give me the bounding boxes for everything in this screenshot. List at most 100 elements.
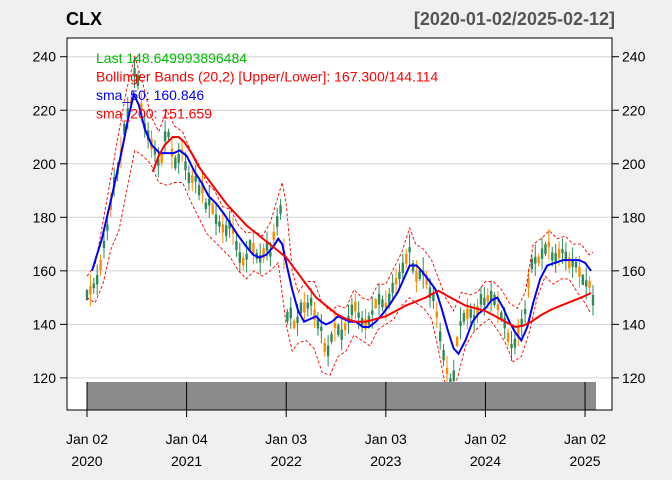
candle-body — [459, 321, 462, 326]
candle-body — [462, 313, 466, 322]
candle-body — [225, 225, 228, 236]
y-tick-label-right: 160 — [622, 263, 646, 279]
candle-body — [252, 243, 255, 254]
candle-body — [357, 312, 360, 318]
candle-body — [574, 261, 578, 268]
y-tick-label-left: 180 — [33, 209, 57, 225]
x-tick-label: Jan 04 — [166, 431, 208, 447]
candle-body — [187, 172, 191, 184]
candle-body — [476, 305, 479, 316]
candle-body — [561, 249, 564, 254]
candle-body — [513, 338, 517, 348]
candle-body — [377, 293, 381, 305]
bollinger-lower-line — [86, 149, 592, 398]
time-scrollbar[interactable] — [87, 382, 596, 410]
candle-body — [537, 256, 540, 264]
y-tick-label-right: 220 — [622, 102, 646, 118]
candle-body — [157, 159, 160, 166]
bollinger-upper-line — [86, 54, 594, 312]
candle-body — [177, 153, 180, 163]
candle-body — [517, 327, 520, 338]
x-tick-year: 2020 — [71, 453, 102, 469]
x-tick-label: Jan 03 — [365, 431, 407, 447]
candle-body — [272, 231, 275, 241]
candle-body — [469, 309, 472, 318]
candle-body — [136, 75, 140, 86]
candle-body — [381, 299, 384, 308]
candle-body — [374, 298, 377, 309]
candle-body — [242, 257, 245, 266]
candle-body — [364, 318, 367, 330]
candle-body — [123, 123, 126, 135]
candle-body — [585, 280, 588, 287]
candle-body — [340, 329, 343, 340]
sma-lines — [91, 91, 592, 356]
candle-body — [275, 216, 279, 227]
candle-body — [92, 283, 95, 289]
candle-body — [163, 131, 167, 142]
candle-body — [418, 270, 422, 279]
x-axis: Jan 02 2020 Jan 04 2021 Jan 03 2022 Jan 03 2023… — [66, 382, 606, 469]
candle-body — [591, 295, 595, 306]
candle-body — [106, 224, 109, 231]
y-tick-label-right: 240 — [622, 49, 646, 65]
candle-body — [191, 175, 194, 184]
date-range: [2020-01-02/2025-02-12] — [414, 9, 615, 29]
candle-body — [435, 311, 438, 318]
candle-body — [99, 259, 102, 271]
candle-body — [534, 256, 537, 264]
candle-body — [248, 240, 252, 251]
candle-body — [286, 311, 289, 322]
candle-body — [354, 301, 357, 312]
y-tick-label-left: 120 — [33, 370, 57, 386]
legend-entry: Bollinger Bands (20,2) [Upper/Lower]: 16… — [96, 69, 438, 85]
candle-body — [262, 247, 265, 259]
candle-body — [201, 182, 204, 194]
candle-body — [500, 312, 503, 321]
candle-body — [540, 248, 544, 259]
candle-body — [483, 297, 486, 306]
bollinger-bands — [86, 54, 594, 398]
candle-body — [194, 176, 197, 182]
candle-body — [581, 274, 585, 285]
candle-body — [306, 302, 309, 309]
y-tick-label-left: 240 — [33, 49, 57, 65]
candle-body — [506, 332, 510, 342]
candle-body — [245, 253, 248, 260]
chart-title: CLX — [66, 9, 102, 29]
candle-body — [405, 254, 408, 264]
candle-body — [496, 304, 500, 310]
candle-body — [472, 315, 476, 321]
candle-body — [337, 325, 340, 335]
candle-body — [309, 297, 313, 306]
plot-panel — [67, 38, 612, 410]
candle-body — [313, 309, 316, 321]
candle-body — [408, 247, 411, 253]
candle-body — [204, 202, 208, 209]
candle-body — [394, 277, 398, 285]
x-tick-year: 2025 — [569, 453, 600, 469]
legend-entry: Last 148.649993896484 — [96, 50, 247, 66]
x-tick-year: 2023 — [370, 453, 401, 469]
candle-body — [265, 241, 269, 251]
candle-body — [258, 255, 262, 263]
candle-body — [391, 282, 394, 294]
candle-body — [571, 258, 574, 267]
candle-body — [578, 266, 581, 277]
candle-body — [489, 290, 493, 302]
y-axis-left: 120 140 160 180 200 220 240 — [33, 49, 67, 386]
candle-body — [316, 319, 320, 329]
candle-body — [197, 185, 201, 196]
candle-body — [330, 333, 333, 342]
candle-body — [140, 103, 143, 112]
candle-body — [323, 343, 326, 352]
x-tick-label: Jan 02 — [564, 431, 606, 447]
candle-body — [523, 308, 527, 315]
candle-body — [551, 252, 554, 261]
candle-body — [530, 258, 534, 270]
candle-body — [510, 343, 513, 349]
candle-body — [588, 280, 591, 288]
candle-body — [85, 289, 89, 301]
candle-body — [350, 304, 354, 316]
